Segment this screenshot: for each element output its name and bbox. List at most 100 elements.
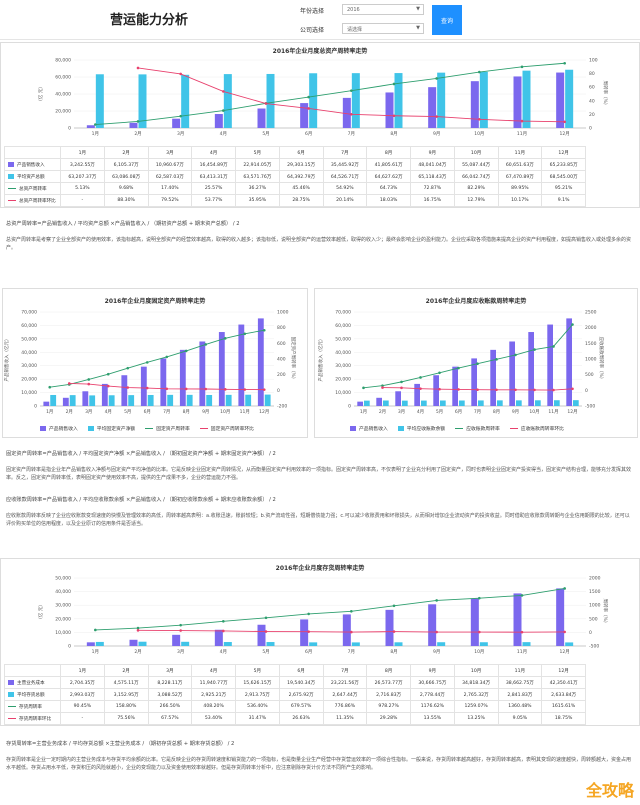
- company-select[interactable]: 请选择 ▼: [342, 23, 424, 34]
- chart1-bar-a: [172, 118, 181, 128]
- table-cell: 536.40%: [235, 700, 280, 713]
- table-cell: 266.50%: [147, 700, 193, 713]
- chart4-bar-a: [342, 614, 351, 646]
- chart3-point-mom: [457, 388, 460, 391]
- legend-item[interactable]: 平均固定资产净额: [87, 425, 135, 432]
- table-header-month: 1月: [60, 664, 105, 677]
- chart3-x-tick: 9月: [512, 409, 519, 415]
- chart4-point-mom: [563, 630, 566, 634]
- chart2-point-rate: [243, 332, 247, 336]
- chart4-left-tick: 30,000: [55, 603, 71, 609]
- chart3-left-tick: 60,000: [335, 323, 351, 329]
- chart2-point-mom: [204, 387, 208, 391]
- formula-receivable: 应收账款周转率=产品销售收入 / 平均应收账款余额 ×产品销售收入 / （期初应…: [6, 497, 276, 503]
- chart3-point-rate: [571, 323, 574, 326]
- chart2-point-mom: [67, 382, 71, 385]
- table-cell: 63,086.08万: [103, 170, 149, 183]
- chart3-bar-b: [516, 400, 522, 406]
- chart3-panel: [314, 288, 638, 438]
- chart1-left-tick: 60,000: [55, 75, 71, 81]
- chart2-x-tick: 1月: [46, 409, 53, 415]
- legend-swatch-icon: [8, 199, 16, 201]
- table-cell: -: [60, 194, 105, 207]
- chart4-point-rate: [392, 604, 396, 608]
- table-cell: 63,413.31万: [191, 170, 236, 183]
- chart4-bar-a: [556, 588, 565, 646]
- chart3-left-tick: 40,000: [335, 350, 351, 356]
- table-header-month: 6月: [278, 664, 324, 677]
- chart4-point-rate: [307, 612, 310, 616]
- chart1-x-tick: 1月: [92, 131, 99, 137]
- legend-swatch-icon: [455, 428, 464, 429]
- chart1-x-tick: 6月: [305, 131, 312, 137]
- table-cell: 8,228.11万: [147, 676, 193, 689]
- chart3-line-rate: [363, 324, 573, 389]
- chart1-point-rate: [478, 70, 481, 74]
- chart3-title: 2016年企业月度应收账款周转率走势: [425, 298, 527, 305]
- chart3-point-rate: [476, 362, 479, 365]
- chart3-bar-a: [509, 341, 515, 406]
- chart2-point-mom: [87, 382, 91, 386]
- chart3-bar-b: [383, 400, 389, 406]
- table-cell: 42,350.41万: [541, 676, 586, 689]
- chart4-x-tick: 2月: [134, 649, 141, 655]
- table-header-month: 2月: [103, 146, 149, 159]
- table-cell: 10.17%: [497, 194, 543, 207]
- chart4-x-tick: 10月: [474, 649, 484, 655]
- chart4-bar-b: [437, 642, 446, 646]
- table-cell: 62,587.03万: [147, 170, 193, 183]
- chart3-bar-a: [490, 349, 496, 406]
- chart1-bar-b: [394, 73, 403, 128]
- chart4-left-tick: 50,000: [55, 576, 71, 582]
- chart4-bar-b: [223, 642, 232, 646]
- chart3-bar-a: [528, 332, 534, 406]
- chart2-bar-a: [82, 391, 89, 406]
- chart2-right-tick: 1000: [277, 310, 289, 316]
- chart2-right-tick: 800: [277, 325, 286, 331]
- table-row: 总资产周转率 5.13% 9.68% 17.40% 25.57% 36.27% 45.46%…: [4, 182, 586, 195]
- legend-item[interactable]: 固定资产周转率环比: [199, 425, 254, 432]
- chart1-point-rate: [435, 77, 438, 80]
- chart4-left-tick: 40,000: [55, 589, 71, 595]
- table-row-label: 存货周转率: [4, 700, 61, 713]
- chart3-point-mom: [495, 388, 498, 392]
- table-header-month: 4月: [191, 146, 236, 159]
- chart1-left-tick: 20,000: [55, 109, 71, 115]
- table-cell: 90.45%: [60, 700, 105, 713]
- chart4-bar-b: [522, 642, 531, 646]
- chart3-right-tick: 0: [585, 388, 588, 394]
- chart3-point-mom: [533, 388, 536, 392]
- legend-item[interactable]: 产品销售收入: [350, 425, 388, 432]
- chart2-bar-b: [264, 394, 271, 406]
- chart2-ylabel-left: 产品销售收入（亿元）: [3, 337, 10, 382]
- chart3-bar-b: [402, 400, 408, 406]
- legend-item[interactable]: 固定资产周转率: [145, 425, 190, 432]
- chart4-point-mom: [264, 630, 268, 633]
- legend-item[interactable]: 产品销售收入: [40, 425, 78, 432]
- query-button[interactable]: 查询: [432, 5, 462, 35]
- table-cell: 2,716.83万: [366, 688, 411, 701]
- chart4-ylabel-left: （亿 元）: [37, 602, 44, 621]
- chart2-bar-a: [257, 318, 264, 406]
- chart3-x-tick: 11月: [548, 409, 558, 415]
- chart4-point-rate: [222, 619, 225, 623]
- legend-item[interactable]: 平均应收账款余额: [397, 425, 445, 432]
- chart3-right-tick: -500: [585, 404, 595, 410]
- chart4-left-tick: 20,000: [55, 616, 71, 622]
- legend-label: 应收账款周转率环比: [520, 427, 564, 432]
- chart2-panel: [2, 288, 308, 438]
- chart1-x-tick: 12月: [560, 131, 570, 137]
- table-cell: 36.27%: [235, 182, 280, 195]
- chart1-point-mom: [222, 90, 225, 93]
- legend-item[interactable]: 应收账款周转率: [455, 425, 500, 432]
- legend-item[interactable]: 应收账款周转率环比: [509, 425, 564, 432]
- year-select[interactable]: 2016 ▼: [342, 4, 424, 15]
- chart2-point-mom: [223, 388, 227, 391]
- chart4-x-tick: 6月: [305, 649, 312, 655]
- chart3-point-mom: [514, 388, 517, 392]
- table-cell: 30,666.75万: [410, 676, 455, 689]
- chart3-bar-b: [364, 400, 370, 406]
- chart4-point-rate: [94, 628, 97, 632]
- chart4-x-tick: 8月: [390, 649, 397, 655]
- chart2-point-rate: [204, 343, 208, 346]
